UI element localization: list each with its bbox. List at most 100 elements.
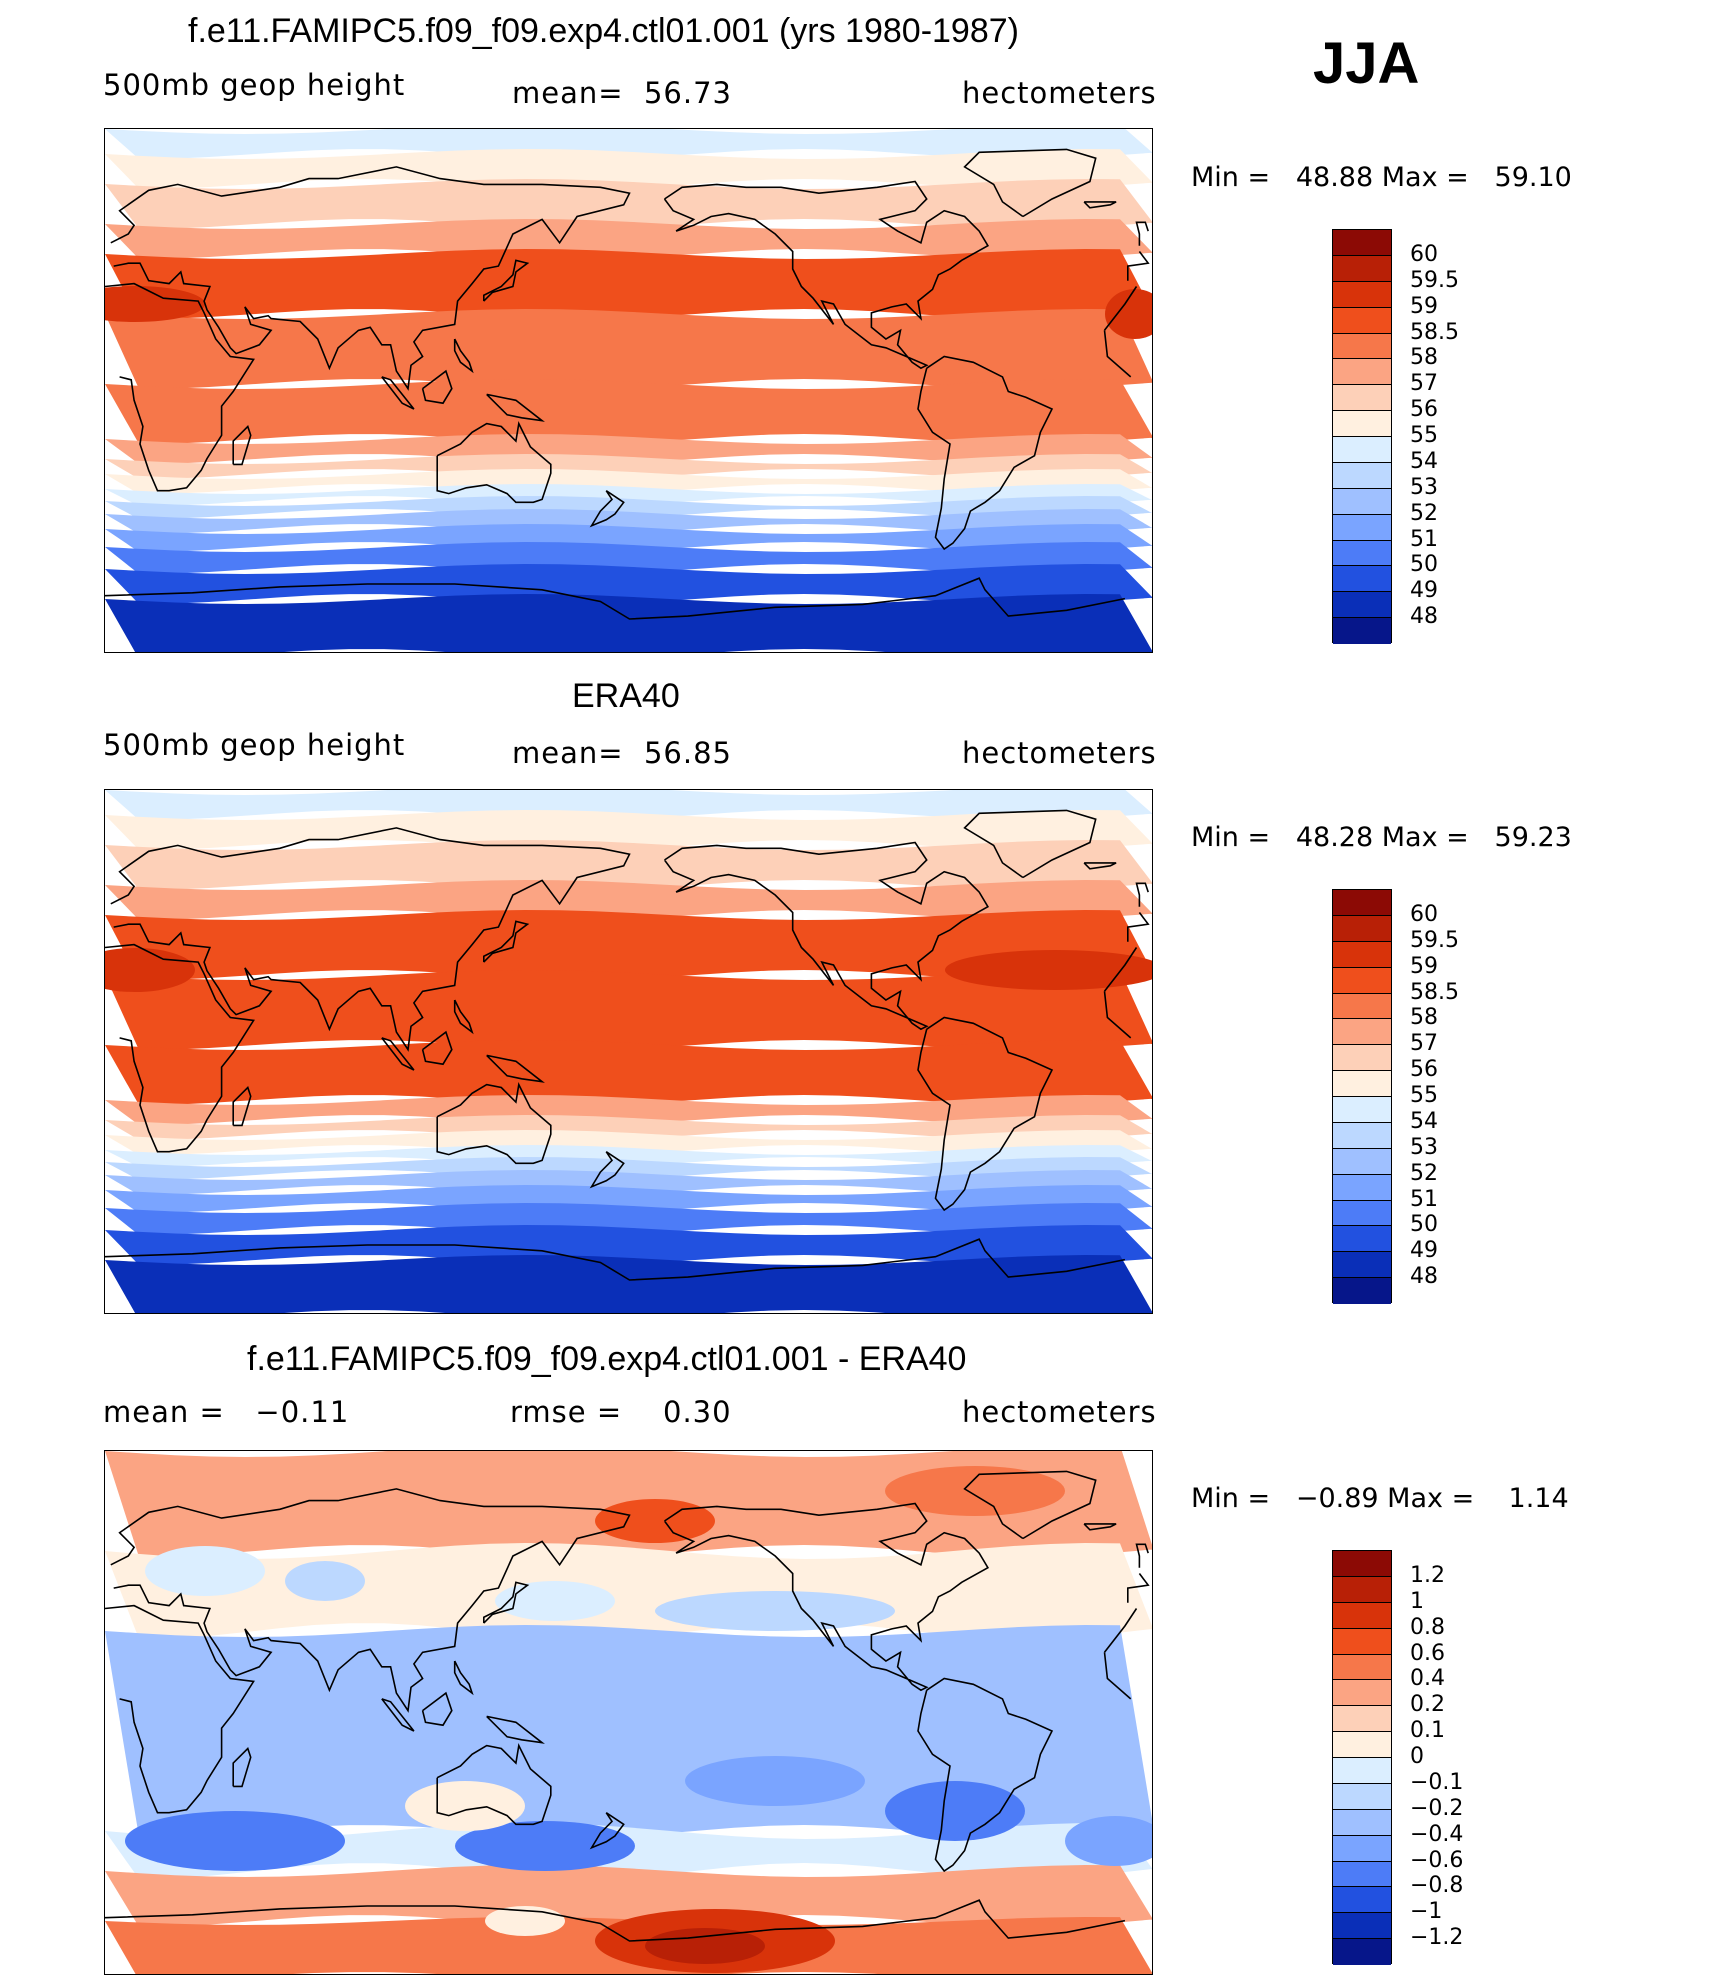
colorbar-swatch [1333,1939,1391,1965]
coastline [486,393,545,422]
colorbar-tick-label: 51 [1410,1186,1438,1212]
coastline [105,1238,1126,1281]
coastline [436,1082,552,1165]
colorbar-swatch [1333,411,1391,437]
colorbar-swatch [1333,915,1391,942]
colorbar-swatch [1333,437,1391,463]
coastline [1103,1652,1132,1700]
colorbar-swatch [1333,1758,1391,1784]
coastline [486,1715,545,1744]
coastline [436,1743,552,1826]
colorbar-swatch [1333,1071,1391,1097]
coastline [436,421,552,504]
colorbar-tick-label: −0.4 [1410,1821,1464,1847]
panel-1-variable-label: 500mb geop height [103,68,406,102]
colorbar-swatch [1333,1019,1391,1046]
colorbar-swatch [1333,1278,1391,1304]
colorbar-tick-label: 57 [1410,371,1438,397]
coastline [589,1812,625,1850]
coastline [105,943,255,1153]
colorbar-tick-label: −0.8 [1410,1873,1464,1899]
coastline [663,1502,990,1692]
colorbar-tick-label: −0.6 [1410,1847,1464,1873]
coastline [453,1660,474,1696]
coastline [232,425,252,466]
colorbar-tick-label: 59 [1410,953,1438,979]
colorbar-swatch [1333,1097,1391,1123]
panel-3-minmax: Min = −0.89 Max = 1.14 [1191,1483,1569,1514]
coastline [482,259,530,302]
colorbar-swatch [1333,1887,1391,1914]
colorbar-swatch [1333,1226,1391,1253]
colorbar-swatch [1333,1680,1391,1707]
colorbar-tick-label: −1.2 [1410,1925,1464,1951]
panel-3-rmse-label: rmse = 0.30 [510,1395,732,1429]
panel-3-units-label: hectometers [962,1395,1157,1429]
coastline [663,180,990,370]
coastline [1103,947,1138,992]
coastline [1126,251,1150,281]
colorbar-tick-label: 50 [1410,552,1438,578]
coastline [1103,330,1132,378]
colorbar-tick-label: 1.2 [1410,1562,1445,1588]
colorbar-swatch [1333,359,1391,386]
panel-2-minmax: Min = 48.28 Max = 59.23 [1191,822,1572,853]
colorbar-tick-label: 60 [1410,901,1438,927]
colorbar-swatch [1333,1706,1391,1733]
colorbar-swatch [1333,514,1391,541]
colorbar-tick-label: 51 [1410,526,1438,552]
colorbar-swatch [1333,941,1391,968]
coastline [105,1604,255,1814]
colorbar-swatch [1333,1576,1391,1603]
coastline [1135,221,1149,246]
colorbar-tick-label: 0.4 [1410,1666,1445,1692]
coastline [917,1677,1054,1873]
coastline [453,999,474,1035]
coastline [1135,1543,1149,1568]
colorbar-tick-label: 0.1 [1410,1718,1445,1744]
coastline [963,148,1097,218]
colorbar-swatch [1333,1809,1391,1836]
panel-2-variable-label: 500mb geop height [103,728,406,762]
panel-2-map [104,789,1153,1314]
colorbar-tick-label: 60 [1410,241,1438,267]
coastline [1103,991,1132,1039]
coastline [1103,1608,1138,1653]
colorbar-tick-label: 59.5 [1410,927,1459,953]
colorbar-tick-label: 57 [1410,1031,1438,1057]
colorbar-tick-label: −0.2 [1410,1795,1464,1821]
colorbar-tick-label: 56 [1410,397,1438,423]
panel-1-title: f.e11.FAMIPC5.f09_f09.exp4.ctl01.001 (yr… [188,12,1019,50]
coastline [381,1698,415,1732]
coastline [421,1030,453,1066]
coastline [1126,912,1150,942]
coastline [232,1086,252,1127]
colorbar-tick-label: 50 [1410,1212,1438,1238]
colorbar-swatch [1333,1628,1391,1655]
coastline [421,369,453,405]
coastline [110,827,631,1052]
colorbar-swatch [1333,618,1391,644]
colorbar-tick-label: −0.1 [1410,1769,1464,1795]
colorbar-tick-label: 55 [1410,423,1438,448]
colorbar-tick-label: 0 [1410,1744,1424,1769]
season-label: JJA [1313,31,1420,96]
colorbar-swatch [1333,230,1391,256]
colorbar-swatch [1333,1122,1391,1149]
coastline [1083,201,1117,209]
panel-2-colorbar [1332,889,1392,1304]
colorbar-tick-label: 56 [1410,1057,1438,1083]
colorbar-swatch [1333,1252,1391,1279]
coastline [589,490,625,528]
panel-3-title: f.e11.FAMIPC5.f09_f09.exp4.ctl01.001 - E… [247,1340,967,1378]
colorbar-swatch [1333,1732,1391,1758]
colorbar-swatch [1333,540,1391,567]
colorbar-swatch [1333,1913,1391,1940]
colorbar-swatch [1333,281,1391,308]
colorbar-tick-label: 49 [1410,578,1438,604]
coastline [917,1016,1054,1212]
panel-2-title: ERA40 [572,677,680,715]
colorbar-tick-label: 58 [1410,345,1438,371]
colorbar-tick-label: 58.5 [1410,319,1459,345]
colorbar-tick-label: 49 [1410,1238,1438,1264]
